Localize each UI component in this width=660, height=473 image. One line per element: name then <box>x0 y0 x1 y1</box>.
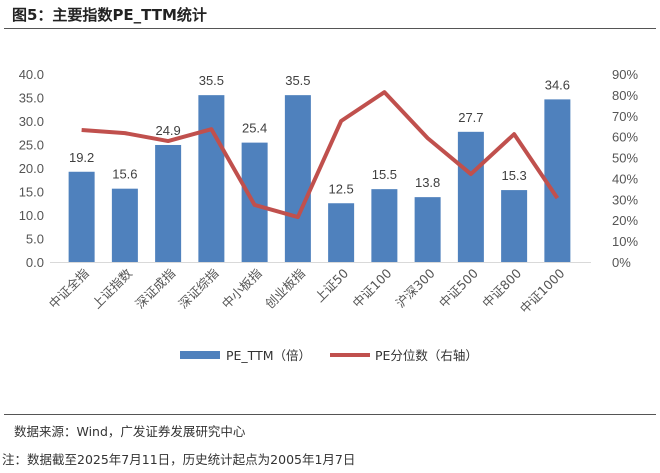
legend-bar-label: PE_TTM（倍） <box>226 348 311 363</box>
bar <box>544 99 571 262</box>
bar-data-label: 35.5 <box>285 73 310 88</box>
bar <box>284 95 311 263</box>
right-axis-tick: 40% <box>612 171 638 186</box>
category-label: 中证1000 <box>517 265 568 316</box>
bar-data-label: 24.9 <box>155 123 180 138</box>
left-axis-tick: 25.0 <box>19 138 44 153</box>
right-axis-tick: 80% <box>612 88 638 103</box>
bar-data-label: 13.8 <box>415 175 440 190</box>
bar-data-label: 34.6 <box>545 77 570 92</box>
right-axis-tick: 70% <box>612 109 638 124</box>
right-axis-tick: 90% <box>612 67 638 82</box>
footnote: 注：数据截至2025年7月11日，历史统计起点为2005年1月7日 <box>2 452 356 467</box>
left-axis-tick: 40.0 <box>19 67 44 82</box>
bar-data-label: 15.3 <box>501 168 526 183</box>
bar-data-label: 15.5 <box>372 167 397 182</box>
bar-data-label: 19.2 <box>69 150 94 165</box>
right-axis-tick: 30% <box>612 192 638 207</box>
chart-svg: 0.0 5.0 10.0 15.0 20.0 25.0 30.0 35.0 40.0 0% 10% 2… <box>19 67 639 363</box>
bar <box>155 144 182 262</box>
bar <box>371 189 398 262</box>
bar <box>68 171 95 262</box>
category-label: 沪深300 <box>393 265 438 310</box>
right-axis-tick: 20% <box>612 213 638 228</box>
bottom-divider <box>4 414 656 415</box>
bar-data-label: 12.5 <box>328 181 353 196</box>
category-label: 上证指数 <box>89 265 135 311</box>
left-axis-tick: 10.0 <box>19 208 44 223</box>
category-label: 深证综指 <box>176 266 222 312</box>
bar-data-label: 25.4 <box>242 121 267 136</box>
left-axis-tick: 0.0 <box>26 255 44 270</box>
bar-data-label: 27.7 <box>458 110 483 125</box>
left-axis-tick: 35.0 <box>19 91 44 106</box>
category-label: 中证全指 <box>46 266 92 312</box>
category-label: 上证50 <box>312 265 352 305</box>
category-label: 中证100 <box>349 265 394 310</box>
bar <box>111 188 138 262</box>
category-label: 创业板指 <box>262 266 308 312</box>
data-source: 数据来源：Wind，广发证券发展研究中心 <box>14 424 246 439</box>
bar-data-label: 35.5 <box>199 73 224 88</box>
left-axis-tick: 20.0 <box>19 161 44 176</box>
bar <box>414 197 441 262</box>
bar-data-label: 15.6 <box>112 167 137 182</box>
legend-bar-swatch <box>180 351 220 359</box>
percentile-line <box>81 90 560 220</box>
top-divider <box>4 28 656 29</box>
right-axis-tick: 10% <box>612 234 638 249</box>
category-label: 中证500 <box>436 265 481 310</box>
category-label: 中小板指 <box>219 266 265 312</box>
bar <box>328 203 355 262</box>
right-axis-tick: 0% <box>612 255 631 270</box>
bar <box>198 95 225 263</box>
bar <box>457 131 484 262</box>
left-axis-tick: 5.0 <box>26 232 44 247</box>
right-axis-tick: 60% <box>612 130 638 145</box>
legend-line-label: PE分位数（右轴） <box>375 348 478 363</box>
figure-title: 图5：主要指数PE_TTM统计 <box>12 6 207 24</box>
category-label: 深证成指 <box>132 266 178 312</box>
right-axis-tick: 50% <box>612 151 638 166</box>
bar <box>501 190 528 262</box>
left-axis-tick: 30.0 <box>19 114 44 129</box>
left-axis-tick: 15.0 <box>19 185 44 200</box>
